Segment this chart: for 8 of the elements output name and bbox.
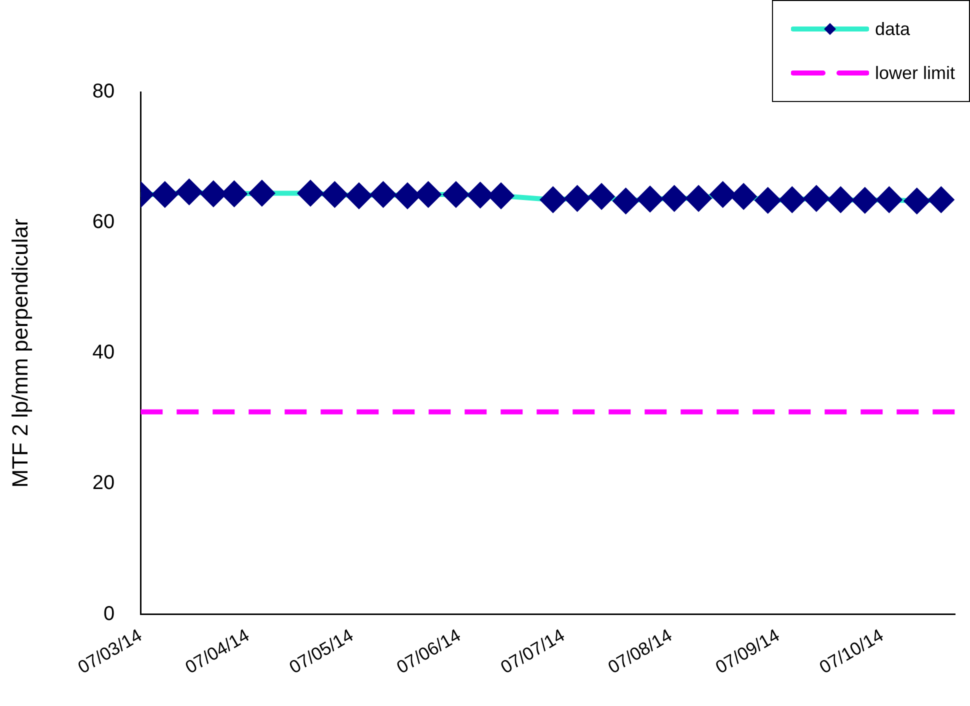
y-axis-title: MTF 2 lp/mm perpendicular bbox=[7, 218, 32, 488]
y-tick-label: 20 bbox=[92, 472, 115, 494]
y-tick-label: 0 bbox=[104, 602, 115, 625]
y-tick-label: 40 bbox=[92, 342, 115, 364]
y-tick-label: 60 bbox=[92, 211, 115, 234]
legend-label: data bbox=[874, 18, 910, 40]
y-tick-label: 80 bbox=[92, 80, 115, 103]
legend-label: lower limit bbox=[874, 62, 955, 84]
